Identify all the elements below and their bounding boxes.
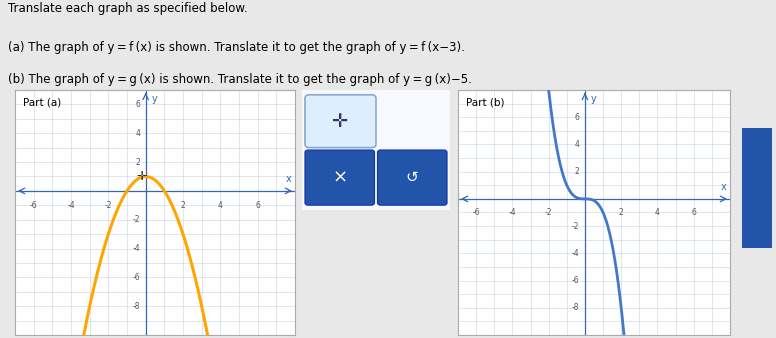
Text: x: x xyxy=(286,174,291,184)
Text: x: x xyxy=(721,182,726,192)
Text: Part (a): Part (a) xyxy=(23,97,61,107)
Text: -6: -6 xyxy=(572,276,580,285)
Text: -6: -6 xyxy=(29,201,37,210)
Text: 2: 2 xyxy=(181,201,185,210)
FancyBboxPatch shape xyxy=(305,95,376,148)
Text: -2: -2 xyxy=(572,222,580,231)
Text: 4: 4 xyxy=(135,129,140,138)
Text: 4: 4 xyxy=(574,140,580,149)
Text: -4: -4 xyxy=(508,209,516,217)
Text: y: y xyxy=(151,94,157,104)
FancyBboxPatch shape xyxy=(305,150,375,205)
Text: -4: -4 xyxy=(572,249,580,258)
FancyBboxPatch shape xyxy=(299,88,453,212)
Text: (b) The graph of y = g (x) is shown. Translate it to get the graph of y = g (x)−: (b) The graph of y = g (x) is shown. Tra… xyxy=(8,73,472,86)
Text: -8: -8 xyxy=(572,303,580,312)
Text: 6: 6 xyxy=(135,100,140,109)
Text: 4: 4 xyxy=(655,209,660,217)
FancyBboxPatch shape xyxy=(377,150,447,205)
Text: -6: -6 xyxy=(133,273,140,282)
Text: Part (b): Part (b) xyxy=(466,97,504,107)
Text: -2: -2 xyxy=(105,201,112,210)
Text: -8: -8 xyxy=(133,302,140,311)
Text: -2: -2 xyxy=(133,215,140,224)
Text: 6: 6 xyxy=(574,113,580,122)
Text: 6: 6 xyxy=(691,209,696,217)
Text: 2: 2 xyxy=(135,158,140,167)
Text: ✛: ✛ xyxy=(137,170,147,183)
Text: -2: -2 xyxy=(545,209,553,217)
Text: ✛: ✛ xyxy=(332,112,348,131)
Text: 4: 4 xyxy=(218,201,223,210)
Text: ↺: ↺ xyxy=(406,170,418,185)
Text: 2: 2 xyxy=(575,167,580,176)
Text: -4: -4 xyxy=(68,201,74,210)
Text: Translate each graph as specified below.: Translate each graph as specified below. xyxy=(8,2,248,15)
Text: 6: 6 xyxy=(255,201,260,210)
Text: 2: 2 xyxy=(618,209,624,217)
Text: y: y xyxy=(591,94,596,104)
Text: (a) The graph of y = f (x) is shown. Translate it to get the graph of y = f (x−3: (a) The graph of y = f (x) is shown. Tra… xyxy=(8,41,465,54)
Text: ×: × xyxy=(332,169,348,187)
Text: -6: -6 xyxy=(473,209,480,217)
Text: -4: -4 xyxy=(133,244,140,253)
